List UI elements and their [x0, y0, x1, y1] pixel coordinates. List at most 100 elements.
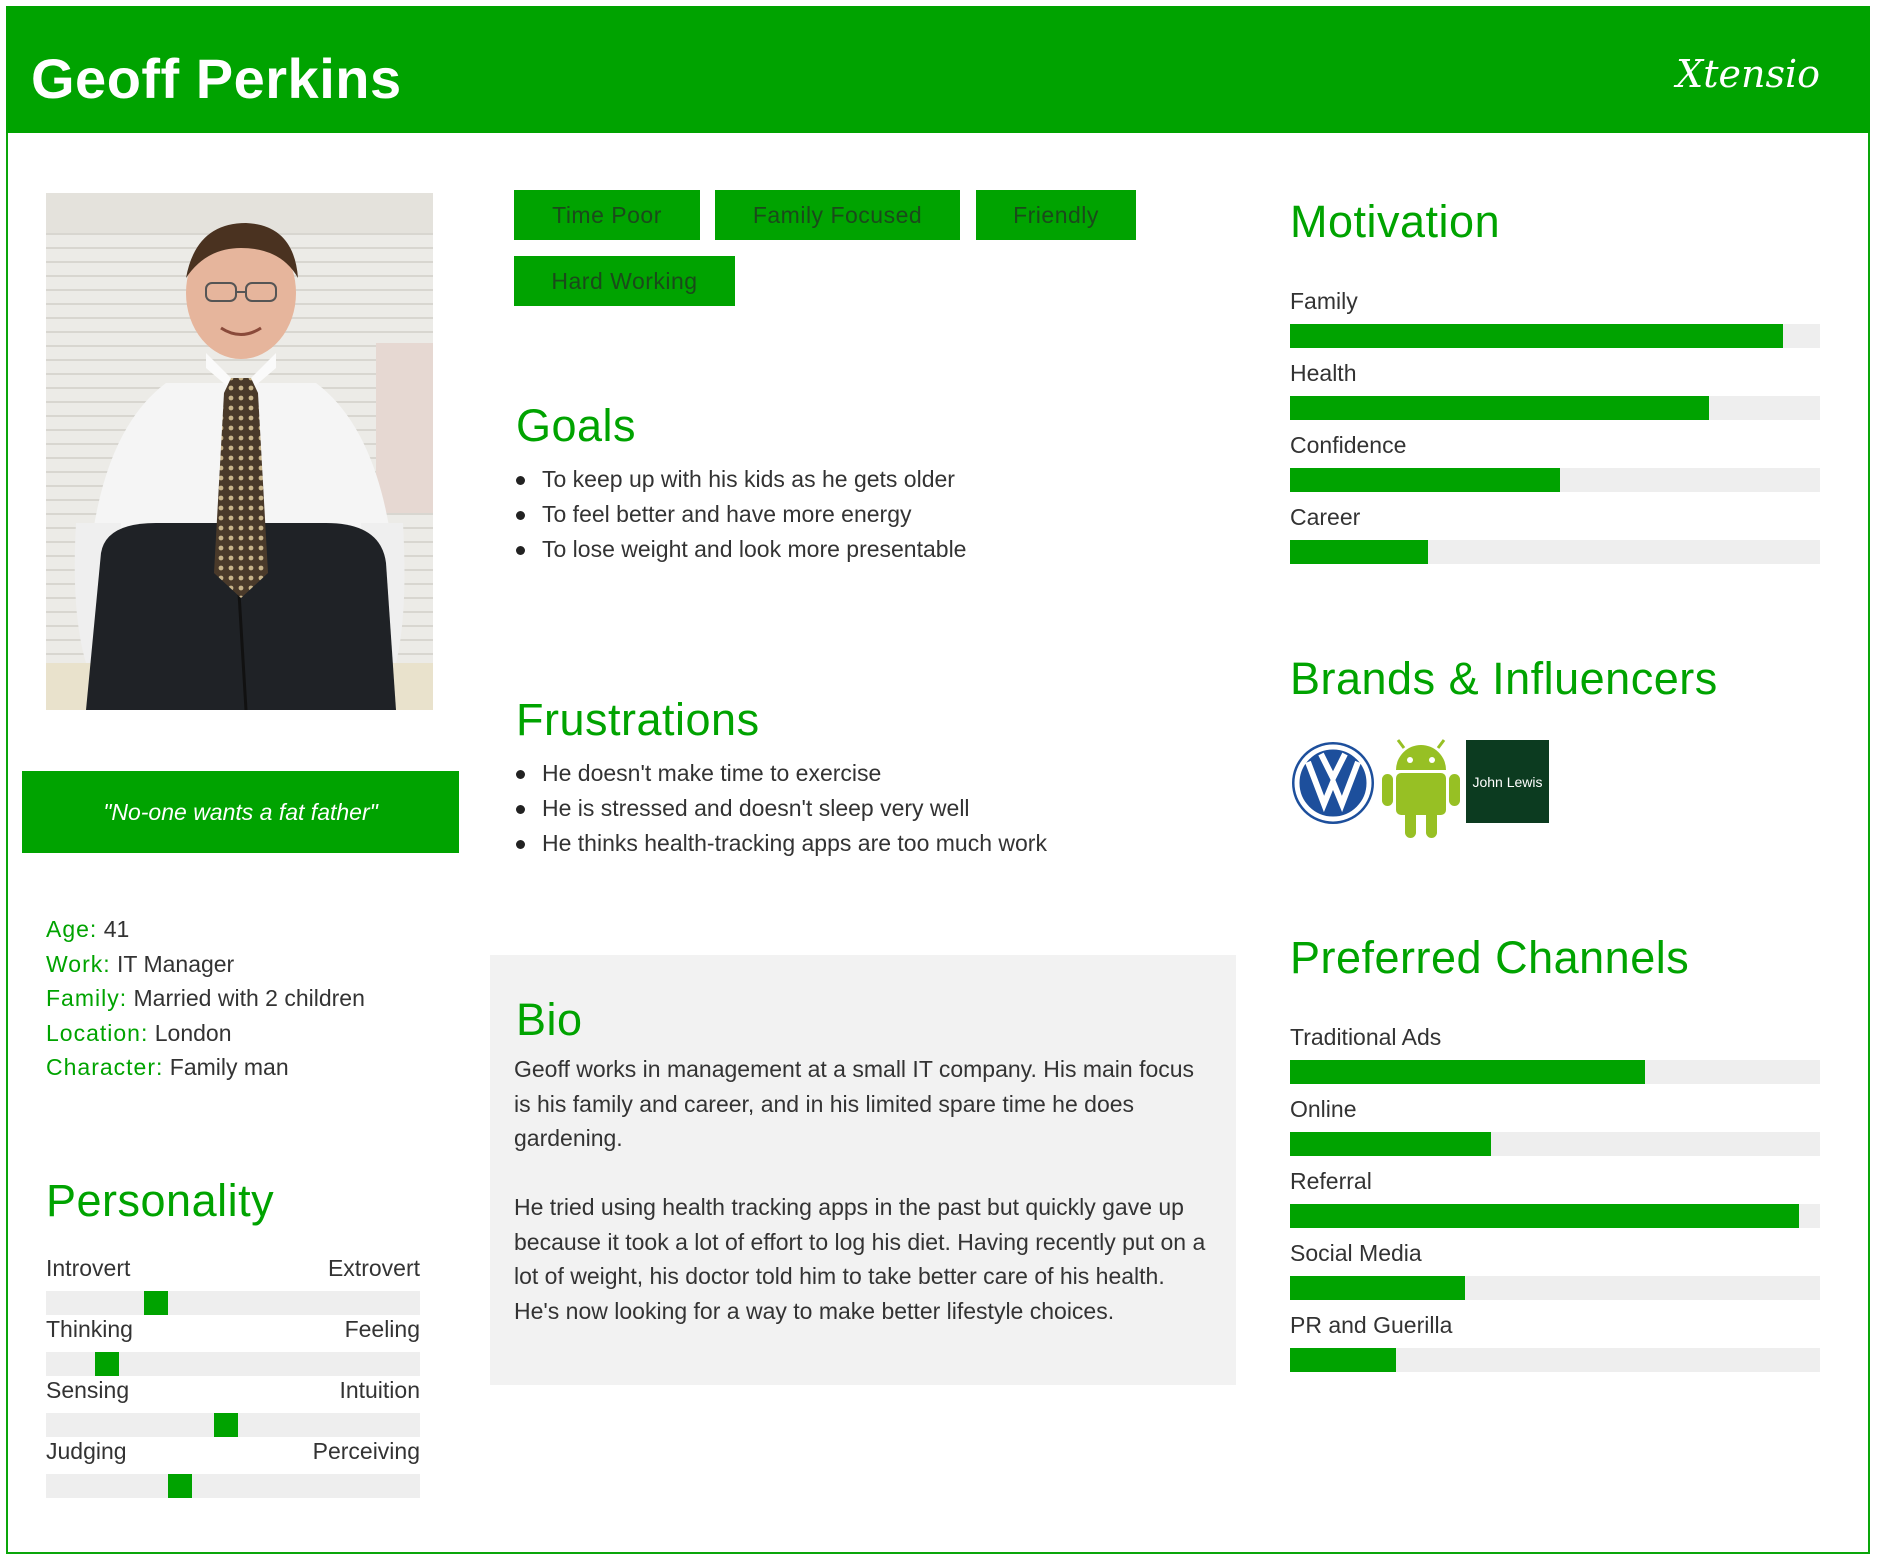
- bar-fill: [1290, 1204, 1799, 1228]
- channel-referral: Referral: [1290, 1168, 1820, 1240]
- fact-family: Family: Married with 2 children: [46, 981, 365, 1016]
- trait-thinking-feeling: Thinking Feeling: [46, 1316, 420, 1377]
- tag: Family Focused: [715, 190, 960, 240]
- trait-left-label: Judging: [46, 1438, 127, 1464]
- fact-value: IT Manager: [117, 950, 235, 977]
- fact-value: London: [154, 1019, 232, 1046]
- bar-label: Traditional Ads: [1290, 1024, 1442, 1050]
- fact-value: Married with 2 children: [133, 985, 365, 1011]
- bio-paragraph: He tried using health tracking apps in t…: [514, 1194, 1206, 1324]
- fact-age: Age: 41: [46, 912, 365, 947]
- channels-bars: Traditional Ads Online Referral Social M…: [1290, 1024, 1820, 1384]
- trait-sensing-intuition: Sensing Intuition: [46, 1377, 420, 1438]
- persona-photo: [46, 193, 433, 710]
- bar-fill: [1290, 324, 1783, 348]
- frustration-item: He doesn't make time to exercise: [514, 756, 1047, 791]
- trait-right-label: Extrovert: [327, 1255, 420, 1281]
- bar-track: [1290, 396, 1820, 420]
- motivation-confidence: Confidence: [1290, 432, 1820, 504]
- trait-left-label: Sensing: [46, 1377, 130, 1403]
- trait-marker: [95, 1352, 119, 1376]
- bar-label: Family: [1290, 288, 1358, 314]
- vw-logo-icon[interactable]: [1290, 740, 1376, 831]
- bar-fill: [1290, 1348, 1396, 1372]
- bar-label: Career: [1290, 504, 1361, 530]
- trait-left-label: Introvert: [46, 1255, 131, 1281]
- trait-left-label: Thinking: [46, 1316, 133, 1342]
- trait-track: [46, 1291, 420, 1315]
- android-logo-graphic: [1382, 739, 1460, 838]
- fact-character: Character: Family man: [46, 1050, 365, 1085]
- bio-paragraph: Geoff works in management at a small IT …: [514, 1056, 1195, 1151]
- motivation-career: Career: [1290, 504, 1820, 576]
- fact-location: Location: London: [46, 1016, 365, 1051]
- frustrations-title: Frustrations: [516, 694, 760, 745]
- trait-track: [46, 1352, 420, 1376]
- personality-sliders: Introvert Extrovert Thinking Feeling Sen…: [46, 1255, 420, 1499]
- bar-label: Confidence: [1290, 432, 1407, 458]
- channels-title: Preferred Channels: [1290, 932, 1690, 983]
- trait-right-label: Feeling: [344, 1316, 420, 1342]
- fact-label: Family:: [46, 985, 128, 1011]
- trait-introvert-extrovert: Introvert Extrovert: [46, 1255, 420, 1316]
- bar-label: PR and Guerilla: [1290, 1312, 1453, 1338]
- bar-fill: [1290, 1132, 1492, 1156]
- brands-title: Brands & Influencers: [1290, 653, 1718, 704]
- motivation-title: Motivation: [1290, 196, 1501, 247]
- trait-right-label: Intuition: [339, 1377, 420, 1403]
- bar-track: [1290, 1276, 1820, 1300]
- xtensio-logo[interactable]: Xtensio: [1676, 52, 1820, 96]
- goal-item: To feel better and have more energy: [514, 497, 966, 532]
- trait-marker: [168, 1474, 192, 1498]
- bar-label: Online: [1290, 1096, 1357, 1122]
- bar-fill: [1290, 1276, 1465, 1300]
- bar-track: [1290, 468, 1820, 492]
- bar-fill: [1290, 540, 1428, 564]
- persona-quote: "No-one wants a fat father": [22, 771, 459, 853]
- frustration-item: He thinks health-tracking apps are too m…: [514, 826, 1047, 861]
- bar-track: [1290, 1132, 1820, 1156]
- fact-value: 41: [103, 916, 130, 942]
- motivation-health: Health: [1290, 360, 1820, 432]
- channel-social-media: Social Media: [1290, 1240, 1820, 1312]
- bar-fill: [1290, 1060, 1646, 1084]
- bar-label: Referral: [1290, 1168, 1372, 1194]
- android-logo-icon[interactable]: [1378, 738, 1464, 845]
- persona-photo-image: [46, 193, 433, 710]
- fact-label: Location:: [46, 1019, 149, 1046]
- bio-panel: Bio Geoff works in management at a small…: [490, 955, 1236, 1385]
- bar-track: [1290, 540, 1820, 564]
- trait-track: [46, 1474, 420, 1498]
- trait-track: [46, 1413, 420, 1437]
- bar-track: [1290, 1060, 1820, 1084]
- bar-track: [1290, 1348, 1820, 1372]
- tag: Hard Working: [514, 256, 735, 306]
- goal-item: To lose weight and look more presentable: [514, 532, 966, 567]
- john-lewis-logo-icon[interactable]: John Lewis: [1466, 740, 1549, 823]
- fact-value: Family man: [169, 1054, 289, 1080]
- channel-traditional-ads: Traditional Ads: [1290, 1024, 1820, 1096]
- tag: Time Poor: [514, 190, 700, 240]
- channel-online: Online: [1290, 1096, 1820, 1168]
- trait-marker: [214, 1413, 238, 1437]
- fact-label: Character:: [46, 1054, 164, 1080]
- tag: Friendly: [976, 190, 1136, 240]
- motivation-family: Family: [1290, 288, 1820, 360]
- persona-name: Geoff Perkins: [31, 47, 402, 110]
- persona-facts: Age: 41 Work: IT Manager Family: Married…: [46, 912, 365, 1085]
- trait-judging-perceiving: Judging Perceiving: [46, 1438, 420, 1499]
- header-bar: Geoff Perkins Xtensio: [6, 6, 1870, 133]
- bio-title: Bio: [516, 994, 583, 1045]
- bar-track: [1290, 1204, 1820, 1228]
- bar-fill: [1290, 396, 1709, 420]
- fact-label: Age:: [46, 916, 98, 942]
- goals-title: Goals: [516, 400, 637, 451]
- bar-fill: [1290, 468, 1561, 492]
- bar-label: Health: [1290, 360, 1357, 386]
- frustrations-list: He doesn't make time to exercise He is s…: [514, 756, 1047, 861]
- channel-pr-guerilla: PR and Guerilla: [1290, 1312, 1820, 1384]
- bar-label: Social Media: [1290, 1240, 1422, 1266]
- trait-right-label: Perceiving: [312, 1438, 420, 1464]
- vw-logo-graphic: [1292, 742, 1374, 824]
- bar-track: [1290, 324, 1820, 348]
